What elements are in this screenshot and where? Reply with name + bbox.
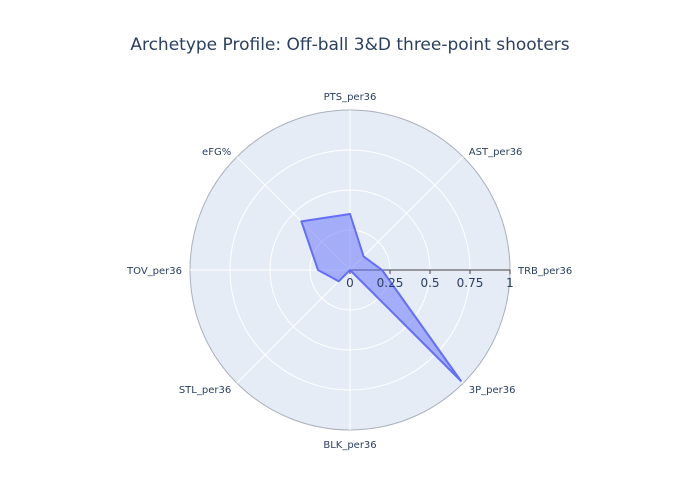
axis-label-TRB_per36: TRB_per36 bbox=[517, 266, 572, 277]
radial-tick-label: 0 bbox=[346, 276, 354, 290]
radial-tick-label: 0.75 bbox=[457, 276, 484, 290]
axis-label-BLK_per36: BLK_per36 bbox=[323, 440, 376, 451]
radial-tick-label: 1 bbox=[506, 276, 514, 290]
axis-label-3P_per36: 3P_per36 bbox=[469, 385, 516, 396]
axis-label-STL_per36: STL_per36 bbox=[179, 385, 231, 396]
axis-label-AST_per36: AST_per36 bbox=[469, 147, 523, 158]
axis-label-PTS_per36: PTS_per36 bbox=[324, 92, 377, 103]
radial-tick-label: 0.25 bbox=[377, 276, 404, 290]
axis-label-TOV_per36: TOV_per36 bbox=[126, 266, 182, 277]
chart-title: Archetype Profile: Off-ball 3&D three-po… bbox=[130, 35, 569, 55]
axis-label-eFG%: eFG% bbox=[202, 147, 231, 158]
radial-tick-label: 0.5 bbox=[420, 276, 439, 290]
